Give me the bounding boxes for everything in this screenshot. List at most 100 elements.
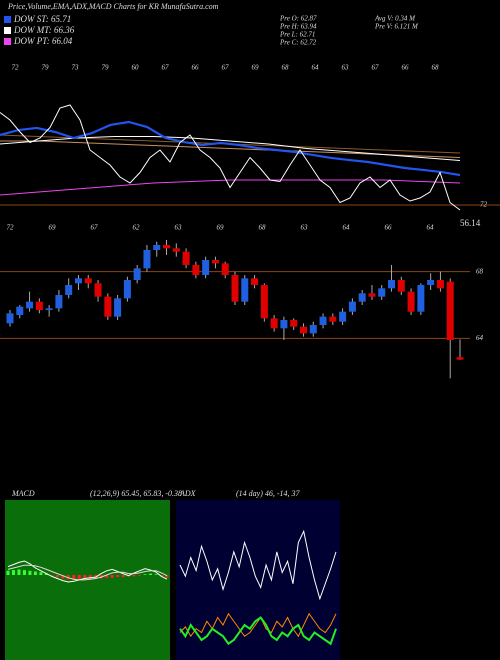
date-label: 64	[427, 224, 435, 232]
candle-body	[378, 288, 386, 297]
histogram-bar	[88, 575, 92, 580]
candle-body	[192, 265, 200, 275]
date-label: 72	[7, 224, 15, 232]
candle-body	[153, 245, 161, 250]
candle-body	[35, 301, 43, 310]
stat: Avg V: 0.34 M	[374, 15, 416, 23]
legend-label: DOW ST: 65.71	[13, 14, 71, 24]
stat: Pre L: 62.71	[279, 31, 315, 39]
date-label: 63	[342, 64, 350, 72]
y-tick-label: 64	[476, 334, 484, 342]
date-label: 63	[301, 224, 309, 232]
candle-body	[182, 251, 190, 265]
histogram-bar	[160, 575, 164, 577]
candle-body	[260, 285, 268, 319]
candle-body	[407, 291, 415, 312]
date-label: 68	[282, 64, 290, 72]
candle-body	[329, 316, 337, 322]
date-label: 68	[259, 224, 267, 232]
adx-line	[179, 529, 337, 601]
candle-body	[241, 278, 249, 302]
candle-body	[280, 320, 288, 329]
candle-body	[309, 325, 317, 334]
candle-body	[26, 301, 34, 309]
date-label: 69	[217, 224, 225, 232]
legend-swatch	[4, 16, 11, 23]
y-tick-label: 68	[476, 267, 484, 275]
date-label: 69	[49, 224, 57, 232]
histogram-bar	[55, 575, 59, 578]
panel-bg	[176, 500, 340, 660]
legend-swatch	[4, 27, 11, 34]
candle-body	[172, 248, 180, 252]
histogram-bar	[61, 575, 65, 579]
candle-body	[133, 268, 141, 280]
ema-line	[0, 120, 461, 177]
histogram-bar	[17, 569, 21, 575]
histogram-bar	[33, 571, 37, 575]
histogram-bar	[154, 574, 158, 575]
legend-label: DOW PT: 66.04	[13, 36, 73, 46]
macd-line	[7, 560, 168, 583]
histogram-bar	[39, 572, 43, 575]
stat: Pre O: 62.87	[279, 15, 317, 23]
date-label: 67	[372, 64, 380, 72]
legend-label: DOW MT: 66.36	[13, 25, 75, 35]
candle-body	[221, 263, 229, 275]
candle-body	[123, 280, 131, 299]
histogram-bar	[28, 570, 32, 575]
date-label: 67	[91, 224, 99, 232]
candle-body	[319, 316, 327, 325]
date-label: 60	[132, 64, 140, 72]
panel-subtitle: (14 day) 46, -14, 37	[236, 489, 301, 498]
candle-body	[339, 311, 347, 322]
histogram-bar	[66, 575, 70, 580]
candle-body	[84, 278, 92, 284]
date-label: 63	[175, 224, 183, 232]
histogram-bar	[121, 575, 125, 578]
histogram-bar	[116, 575, 120, 578]
page-title: Price,Volume,EMA,ADX,MACD Charts for KR …	[7, 2, 219, 11]
histogram-bar	[110, 575, 114, 578]
panel-title: ADX	[179, 489, 197, 498]
candle-body	[6, 313, 14, 324]
panel-subtitle: (12,26,9) 65.45, 65.83, -0.38	[90, 489, 182, 498]
ema-line	[0, 104, 461, 211]
candle-body	[65, 285, 73, 295]
histogram-bar	[143, 574, 147, 575]
date-label: 64	[312, 64, 320, 72]
candle-body	[397, 280, 405, 292]
histogram-bar	[83, 575, 87, 580]
candle-body	[290, 320, 298, 327]
date-label: 62	[133, 224, 141, 232]
histogram-bar	[138, 575, 142, 576]
adx-line	[179, 616, 337, 646]
date-label: 66	[385, 224, 393, 232]
date-label: 67	[222, 64, 230, 72]
histogram-bar	[11, 570, 15, 575]
candle-body	[143, 250, 151, 269]
candle-body	[446, 281, 454, 340]
histogram-bar	[6, 570, 10, 575]
histogram-bar	[165, 575, 169, 578]
candle-body	[427, 280, 435, 285]
candle-body	[45, 308, 53, 310]
candle-body	[348, 301, 356, 312]
date-label: 66	[402, 64, 410, 72]
date-label: 66	[192, 64, 200, 72]
candle-body	[270, 318, 278, 329]
stat: Pre C: 62.72	[279, 39, 317, 47]
histogram-bar	[22, 570, 26, 575]
stat: Pre H: 63.94	[279, 23, 317, 31]
candle-body	[456, 357, 464, 360]
adx-line	[179, 612, 337, 638]
candle-body	[74, 278, 82, 284]
histogram-bar	[132, 575, 136, 577]
histogram-bar	[50, 575, 54, 576]
candle-body	[163, 245, 171, 249]
date-label: 72	[12, 64, 20, 72]
date-label: 68	[432, 64, 440, 72]
date-label: 69	[252, 64, 260, 72]
